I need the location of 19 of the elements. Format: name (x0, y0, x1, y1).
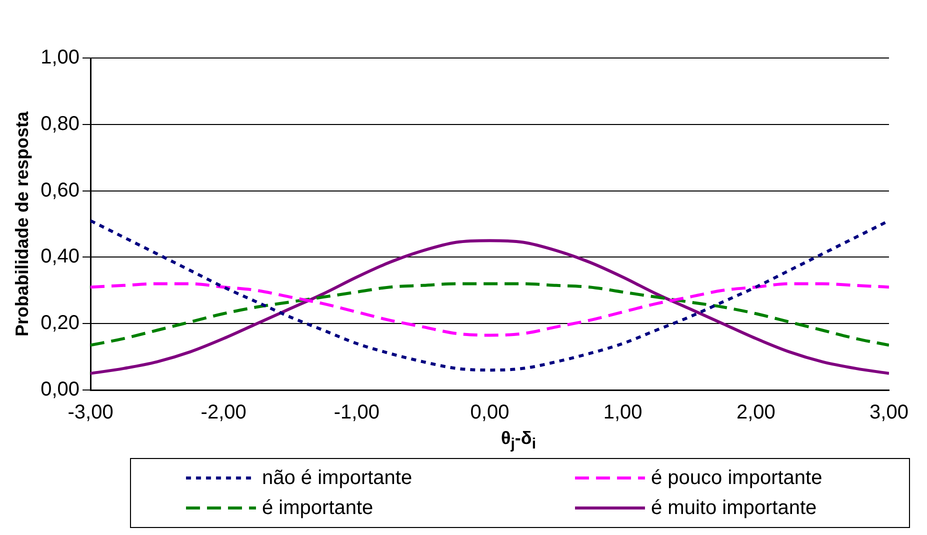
y-tick-label: 0,00 (40, 378, 80, 401)
y-tick-label: 0,80 (40, 112, 80, 135)
x-tick-label: -1,00 (334, 402, 380, 424)
x-tick-label: 3,00 (870, 402, 908, 424)
y-axis-title: Probabilidade de resposta (12, 110, 32, 337)
legend-label: é muito importante (651, 496, 817, 520)
legend-label: não é importante (262, 466, 412, 490)
x-tick-label: 1,00 (603, 402, 642, 424)
y-tick-label: 1,00 (40, 46, 80, 69)
legend-label: é importante (262, 496, 374, 520)
x-tick-label: 0,00 (470, 402, 510, 424)
y-tick-label: 0,60 (40, 179, 80, 202)
x-axis-title: θ$_{j}$-δ$_{i}$ (500, 428, 537, 455)
y-tick-label: 0,40 (40, 246, 80, 268)
x-tick-label: -2,00 (200, 402, 246, 424)
legend-label: é pouco importante (651, 466, 822, 490)
x-tick-label: -3,00 (68, 402, 114, 424)
y-tick-label: 0,20 (40, 312, 80, 334)
x-tick-label: 2,00 (736, 402, 776, 424)
